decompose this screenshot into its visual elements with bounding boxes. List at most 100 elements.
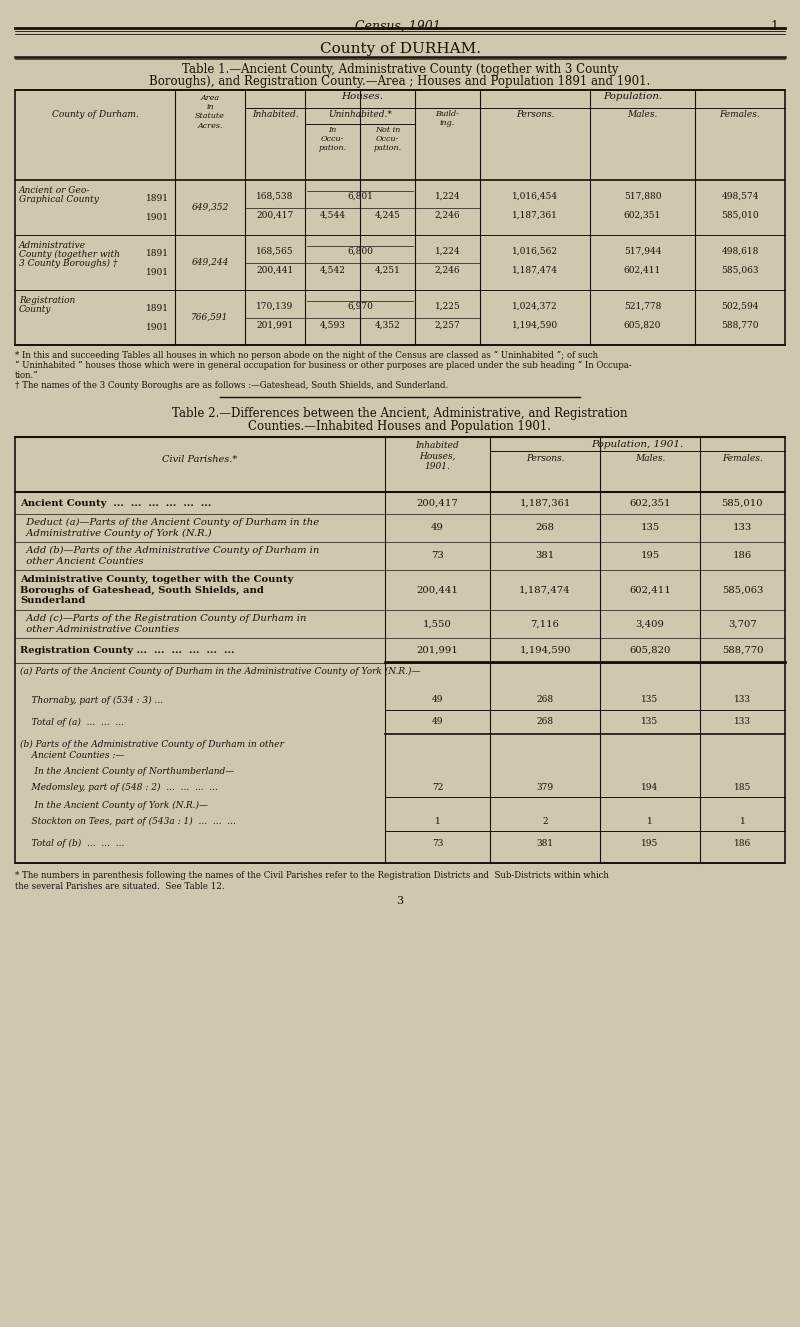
- Text: 135: 135: [642, 695, 658, 705]
- Text: 1,194,590: 1,194,590: [519, 646, 570, 656]
- Text: Civil Parishes.*: Civil Parishes.*: [162, 455, 238, 464]
- Text: 1,024,372: 1,024,372: [512, 303, 558, 311]
- Text: 498,618: 498,618: [722, 247, 758, 256]
- Text: Females.: Females.: [720, 110, 760, 119]
- Text: 605,820: 605,820: [630, 646, 670, 656]
- Text: 200,417: 200,417: [256, 211, 294, 220]
- Text: 133: 133: [734, 718, 751, 726]
- Text: 1,016,562: 1,016,562: [512, 247, 558, 256]
- Text: 1,224: 1,224: [434, 192, 460, 200]
- Text: 170,139: 170,139: [256, 303, 294, 311]
- Text: 381: 381: [537, 839, 554, 848]
- Text: 379: 379: [537, 783, 554, 791]
- Text: 200,441: 200,441: [256, 265, 294, 275]
- Text: 200,417: 200,417: [417, 499, 458, 507]
- Text: 135: 135: [642, 718, 658, 726]
- Text: † The names of the 3 County Boroughs are as follows :—Gateshead, South Shields, : † The names of the 3 County Boroughs are…: [15, 381, 448, 390]
- Text: 201,991: 201,991: [417, 646, 458, 656]
- Text: 588,770: 588,770: [722, 321, 758, 330]
- Text: (a) Parts of the Ancient County of Durham in the Administrative County of York (: (a) Parts of the Ancient County of Durha…: [20, 667, 421, 677]
- Text: Males.: Males.: [627, 110, 658, 119]
- Text: Uninhabited.*: Uninhabited.*: [328, 110, 392, 119]
- Text: Build-
ing.: Build- ing.: [435, 110, 459, 127]
- Text: 4,544: 4,544: [319, 211, 346, 220]
- Text: 201,991: 201,991: [256, 321, 294, 330]
- Text: 1,187,474: 1,187,474: [519, 585, 571, 594]
- Text: In the Ancient County of Northumberland—: In the Ancient County of Northumberland—: [23, 767, 234, 776]
- Text: Males.: Males.: [635, 454, 665, 463]
- Text: 49: 49: [431, 523, 444, 532]
- Bar: [15, 437, 785, 863]
- Text: 73: 73: [432, 839, 443, 848]
- Text: 1,016,454: 1,016,454: [512, 192, 558, 200]
- Text: Ancient County  ...  ...  ...  ...  ...  ...: Ancient County ... ... ... ... ... ...: [20, 499, 211, 507]
- Text: Boroughs), and Registration County.—Area ; Houses and Population 1891 and 1901.: Boroughs), and Registration County.—Area…: [150, 76, 650, 88]
- Text: 517,944: 517,944: [624, 247, 662, 256]
- Text: 6,801: 6,801: [347, 192, 373, 200]
- Text: Total of (a)  ...  ...  ...: Total of (a) ... ... ...: [20, 718, 124, 727]
- Text: Table 2.—Differences between the Ancient, Administrative, and Registration: Table 2.—Differences between the Ancient…: [172, 407, 628, 421]
- Text: County of DURHAM.: County of DURHAM.: [319, 42, 481, 56]
- Text: County: County: [19, 305, 51, 314]
- Text: Persons.: Persons.: [516, 110, 554, 119]
- Text: 585,063: 585,063: [722, 265, 758, 275]
- Text: Medomsley, part of (548 : 2)  ...  ...  ...  ...: Medomsley, part of (548 : 2) ... ... ...…: [20, 783, 218, 792]
- Text: * The numbers in parenthesis following the names of the Civil Parishes refer to : * The numbers in parenthesis following t…: [15, 871, 609, 880]
- Text: 200,441: 200,441: [417, 585, 458, 594]
- Text: (b) Parts of the Administrative County of Durham in other
    Ancient Counties :: (b) Parts of the Administrative County o…: [20, 740, 284, 759]
- Text: 268: 268: [535, 523, 554, 532]
- Text: 72: 72: [432, 783, 443, 791]
- Text: 2,246: 2,246: [434, 265, 460, 275]
- Text: 195: 195: [642, 839, 658, 848]
- Text: 168,538: 168,538: [256, 192, 294, 200]
- Text: Total of (b)  ...  ...  ...: Total of (b) ... ... ...: [20, 839, 124, 848]
- Bar: [15, 90, 785, 345]
- Text: the several Parishes are situated.  See Table 12.: the several Parishes are situated. See T…: [15, 882, 225, 890]
- Text: 1: 1: [434, 816, 440, 825]
- Text: 649,244: 649,244: [191, 257, 229, 267]
- Text: Administrative County, together with the County
Boroughs of Gateshead, South Shi: Administrative County, together with the…: [20, 575, 294, 605]
- Text: 585,063: 585,063: [722, 585, 763, 594]
- Text: 6,800: 6,800: [347, 247, 373, 256]
- Text: Females.: Females.: [722, 454, 763, 463]
- Text: 498,574: 498,574: [722, 192, 758, 200]
- Text: 1: 1: [647, 816, 653, 825]
- Text: 1,224: 1,224: [434, 247, 460, 256]
- Text: Census, 1901.: Census, 1901.: [355, 20, 445, 33]
- Text: Ancient or Geo-: Ancient or Geo-: [19, 186, 90, 195]
- Text: County of Durham.: County of Durham.: [52, 110, 138, 119]
- Text: 2,257: 2,257: [434, 321, 460, 330]
- Text: 1901: 1901: [146, 322, 169, 332]
- Text: Population.: Population.: [603, 92, 662, 101]
- Text: Population, 1901.: Population, 1901.: [591, 441, 684, 449]
- Text: 1891: 1891: [146, 249, 169, 257]
- Text: 3,707: 3,707: [728, 620, 757, 629]
- Text: 1: 1: [740, 816, 746, 825]
- Text: County (together with: County (together with: [19, 249, 120, 259]
- Text: Table 1.—Ancient County, Administrative County (together with 3 County: Table 1.—Ancient County, Administrative …: [182, 62, 618, 76]
- Text: 1,187,474: 1,187,474: [512, 265, 558, 275]
- Text: Area
in
Statute
Acres.: Area in Statute Acres.: [195, 94, 225, 130]
- Text: Add (b)—Parts of the Administrative County of Durham in
  other Ancient Counties: Add (b)—Parts of the Administrative Coun…: [20, 547, 319, 565]
- Text: Persons.: Persons.: [526, 454, 564, 463]
- Text: “ Uninhabited ” houses those which were in general occupation for business or ot: “ Uninhabited ” houses those which were …: [15, 361, 632, 370]
- Text: Stockton on Tees, part of (543a : 1)  ...  ...  ...: Stockton on Tees, part of (543a : 1) ...…: [20, 816, 236, 825]
- Text: 1,194,590: 1,194,590: [512, 321, 558, 330]
- Text: 73: 73: [431, 552, 444, 560]
- Text: 186: 186: [733, 552, 752, 560]
- Text: tion.”: tion.”: [15, 372, 38, 380]
- Text: Add (c)—Parts of the Registration County of Durham in
  other Administrative Cou: Add (c)—Parts of the Registration County…: [20, 614, 306, 634]
- Text: 4,593: 4,593: [319, 321, 346, 330]
- Text: 517,880: 517,880: [624, 192, 662, 200]
- Text: 4,542: 4,542: [319, 265, 346, 275]
- Text: Inhabited.: Inhabited.: [252, 110, 298, 119]
- Text: Inhabited
Houses,
1901.: Inhabited Houses, 1901.: [416, 441, 459, 471]
- Text: 4,251: 4,251: [374, 265, 401, 275]
- Text: 195: 195: [640, 552, 660, 560]
- Text: 602,351: 602,351: [624, 211, 661, 220]
- Text: 186: 186: [734, 839, 751, 848]
- Text: Registration: Registration: [19, 296, 75, 305]
- Text: Thornaby, part of (534 : 3) ...: Thornaby, part of (534 : 3) ...: [20, 695, 163, 705]
- Text: 168,565: 168,565: [256, 247, 294, 256]
- Text: 133: 133: [734, 695, 751, 705]
